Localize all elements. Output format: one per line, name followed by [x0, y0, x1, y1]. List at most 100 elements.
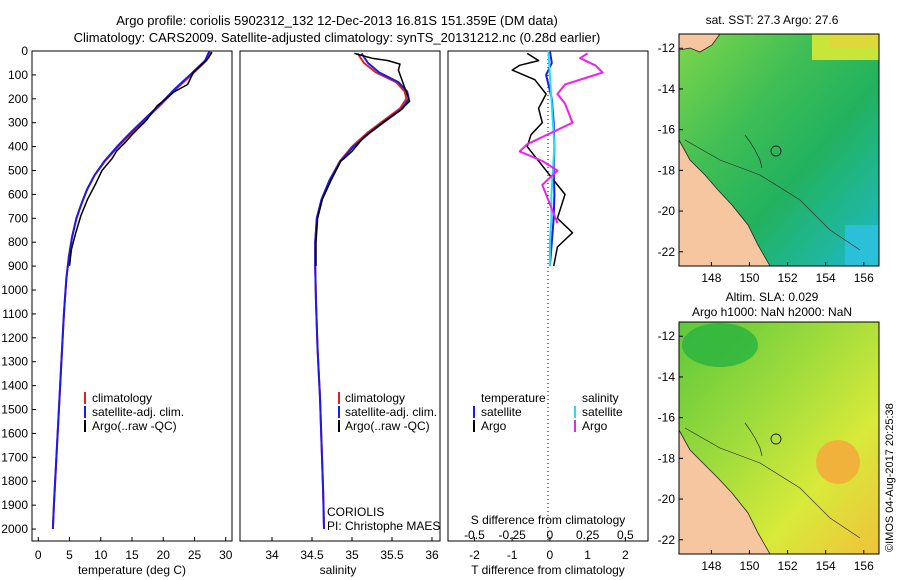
- legend-satellite-label: satellite-adj. clim.: [92, 405, 184, 419]
- depth-tick-label: 1900: [1, 498, 28, 512]
- depth-tick-label: 1800: [1, 474, 28, 488]
- lon-tick-label: 150: [739, 271, 759, 285]
- legend-t-argo-label: Argo: [481, 419, 507, 433]
- sst-lat-tick-labels: -12 -14 -16 -18 -20 -22: [658, 41, 683, 259]
- salinity-xlabel: salinity: [320, 563, 357, 577]
- imos-credit: ©IMOS 04-Aug-2017 20:25:38: [884, 403, 896, 552]
- temperature-legend: climatology satellite-adj. clim. Argo(..…: [84, 391, 184, 433]
- legend-s-argo-label: Argo: [582, 419, 608, 433]
- s-tick-label: 0.25: [576, 528, 600, 542]
- lon-tick-label: 150: [739, 559, 759, 573]
- salinity-tick-labels: 34 34.5 35 35.5 36: [265, 537, 439, 562]
- x-tick-label: 10: [94, 548, 108, 562]
- argo-location-marker: [770, 433, 782, 445]
- difference-profiles: [511, 50, 604, 267]
- sla-lat-tick-labels: -12 -14 -16 -18 -20 -22: [658, 329, 683, 547]
- sla-map-title-2: Argo h1000: NaN h2000: NaN: [692, 305, 852, 319]
- sst-map-title: sat. SST: 27.3 Argo: 27.6: [706, 13, 839, 27]
- x-tick-label: 20: [157, 548, 171, 562]
- x-tick-label: 0: [35, 548, 42, 562]
- depth-tick-label: 1500: [1, 403, 28, 417]
- sla-coastline-land: [679, 429, 771, 554]
- sst-map-frame: [678, 33, 880, 267]
- depth-tick-label: 800: [8, 235, 28, 249]
- lat-tick-label: -22: [658, 245, 676, 259]
- lat-tick-label: -20: [658, 204, 676, 218]
- temperature-tick-labels: 0 5 10 15 20 25 30: [35, 537, 233, 562]
- temperature-axes-frame: [31, 50, 233, 542]
- x-tick-label: 35: [345, 548, 359, 562]
- temperature-panel: 0100200300400500600700800900100011001200…: [1, 44, 451, 577]
- depth-tick-label: 200: [8, 92, 28, 106]
- x-tick-label: 15: [125, 548, 139, 562]
- lat-tick-label: -12: [658, 329, 676, 343]
- s-difference-label: S difference from climatology: [471, 513, 626, 527]
- sla-high-patch: [816, 440, 860, 484]
- argo-location-marker: [770, 145, 782, 157]
- depth-tick-labels: 0 100 200 300 400 500 600 700 800 900 1000 1100 1200…: [1, 44, 451, 536]
- x-tick-label: 30: [219, 548, 233, 562]
- lon-tick-label: 148: [701, 559, 721, 573]
- sst-reef-outline: [744, 134, 763, 169]
- sst-map-panel: sat. SST: 27.3 Argo: 27.6 -12 -14 -16 -18 -2…: [658, 13, 880, 285]
- depth-tick-label: 1700: [1, 450, 28, 464]
- sla-map-field: [679, 322, 879, 554]
- depth-tick-label: 0: [21, 44, 28, 58]
- lon-tick-label: 152: [778, 271, 798, 285]
- temperature-profiles: [51, 50, 213, 530]
- sla-shelf-contour: [684, 427, 861, 539]
- depth-tick-label: 600: [8, 187, 28, 201]
- x-tick-label: -1: [507, 548, 518, 562]
- t-argo-line: [511, 52, 574, 267]
- argo-raw-qc-line: [68, 51, 213, 267]
- lat-tick-label: -18: [658, 451, 676, 465]
- s-tick-label: 0: [547, 528, 554, 542]
- x-tick-label: 34: [265, 548, 279, 562]
- legend-salinity-header: salinity: [582, 391, 619, 405]
- argo-raw-qc-line: [315, 52, 411, 267]
- t-difference-tick-labels: -2 -1 0 1 2: [469, 537, 629, 562]
- depth-tick-label: 700: [8, 211, 28, 225]
- s-tick-label: -0.25: [498, 528, 526, 542]
- depth-tick-label: 1200: [1, 331, 28, 345]
- depth-tick-label: 1000: [1, 283, 28, 297]
- lon-tick-label: 156: [854, 559, 874, 573]
- s-argo-line: [518, 52, 604, 224]
- depth-tick-label: 1400: [1, 379, 28, 393]
- legend-argo-label: Argo(..raw -QC): [345, 419, 430, 433]
- sla-map-frame: [678, 321, 880, 555]
- header-line-2: Climatology: CARS2009. Satellite-adjuste…: [74, 30, 601, 45]
- difference-panel: -2 -1 0 1 2 -0.5 -0.25 0 0.25 0.5 S difference f…: [447, 50, 649, 577]
- sst-shelf-contour: [684, 139, 861, 251]
- x-tick-label: 1: [584, 548, 591, 562]
- depth-tick-label: 2000: [1, 522, 28, 536]
- sst-lon-tick-labels: 148 150 152 154 156: [701, 262, 874, 285]
- lat-tick-label: -14: [658, 370, 676, 384]
- sla-map-title-1: Altim. SLA: 0.029: [726, 290, 819, 304]
- depth-tick-label: 1100: [2, 307, 28, 321]
- salinity-panel: 34 34.5 35 35.5 36 salinity climatology sate…: [239, 50, 441, 577]
- lat-tick-label: -12: [658, 41, 676, 55]
- legend-s-satellite-label: satellite: [582, 405, 623, 419]
- sst-map-field: [679, 34, 879, 266]
- depth-tick-label: 1600: [1, 426, 28, 440]
- sla-low-patch: [682, 323, 758, 367]
- depth-tick-label: 900: [8, 259, 28, 273]
- legend-t-satellite-label: satellite: [481, 405, 522, 419]
- x-tick-label: 36: [425, 548, 439, 562]
- legend-satellite-label: satellite-adj. clim.: [345, 405, 437, 419]
- lat-tick-label: -18: [658, 163, 676, 177]
- s-tick-label: -0.5: [464, 528, 485, 542]
- sst-northern-land: [679, 34, 721, 53]
- depth-tick-label: 400: [8, 140, 28, 154]
- lon-tick-label: 152: [778, 559, 798, 573]
- legend-climatology-label: climatology: [345, 391, 405, 405]
- x-tick-label: 35.5: [380, 548, 404, 562]
- lon-tick-label: 148: [701, 271, 721, 285]
- salinity-axes-frame: [239, 50, 441, 542]
- t-difference-xlabel: T difference from climatology: [471, 563, 625, 577]
- depth-tick-label: 300: [8, 116, 28, 130]
- sst-coastline-land: [679, 139, 771, 266]
- sst-warmest-patch: [830, 34, 879, 48]
